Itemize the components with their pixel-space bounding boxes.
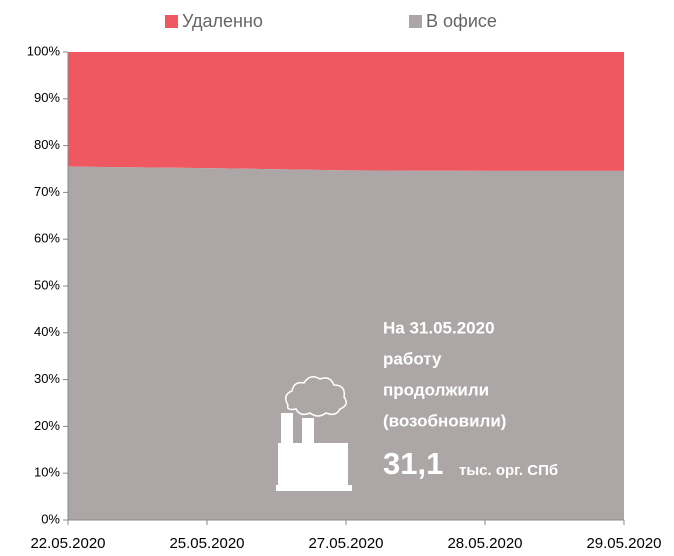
y-tick-label: 10% (34, 465, 60, 480)
area (68, 52, 624, 171)
y-tick-label: 20% (34, 418, 60, 433)
legend-swatch (165, 15, 178, 28)
y-tick-label: 80% (34, 137, 60, 152)
y-tick-label: 70% (34, 184, 60, 199)
y-tick-label: 90% (34, 90, 60, 105)
annotation-number: 31,1 (383, 446, 443, 481)
x-tick-label: 27.05.2020 (308, 535, 383, 552)
y-tick-label: 0% (41, 511, 60, 526)
y-tick-label: 30% (34, 371, 60, 386)
x-tick-label: 25.05.2020 (169, 535, 244, 552)
factory-icon (276, 376, 352, 491)
legend-label: В офисе (426, 11, 497, 31)
annotation-unit: тыс. орг. СПб (459, 462, 558, 479)
x-tick-label: 29.05.2020 (586, 535, 661, 552)
legend-swatch (409, 15, 422, 28)
annotation-line: На 31.05.2020 (383, 318, 495, 337)
area (68, 166, 624, 520)
annotation-line: работу (383, 349, 442, 368)
legend-label: Удаленно (182, 11, 263, 31)
y-tick-label: 100% (27, 43, 61, 58)
annotation-line: (возобновили) (383, 411, 506, 430)
y-tick-label: 40% (34, 324, 60, 339)
x-tick-label: 28.05.2020 (447, 535, 522, 552)
annotation-line: продолжили (383, 380, 489, 399)
y-tick-label: 50% (34, 277, 60, 292)
x-tick-label: 22.05.2020 (30, 535, 105, 552)
y-tick-label: 60% (34, 231, 60, 246)
